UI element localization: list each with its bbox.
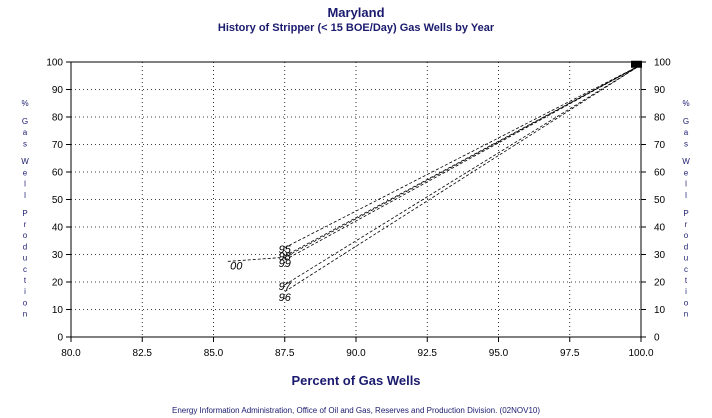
series-line: [284, 64, 642, 261]
y-tick-label-right: 50: [654, 195, 666, 206]
y-axis-title-letter: d: [23, 242, 27, 251]
x-tick-label: 87.5: [275, 348, 295, 359]
y-axis-title-letter: c: [23, 265, 27, 274]
x-tick-label: 95.0: [489, 348, 509, 359]
y-axis-title-letter: u: [23, 254, 27, 263]
x-tick-label: 80.0: [61, 348, 81, 359]
y-axis-title-letter: W: [682, 157, 690, 166]
x-tick-label: 100.0: [628, 348, 653, 359]
footer-credit: Energy Information Administration, Offic…: [172, 406, 540, 415]
axis-ticks: 80.0 82.5 85.0 87.5 90.0 92.5 95.0 97.5 100.00 01…: [46, 58, 671, 360]
x-tick-label: 82.5: [133, 348, 153, 359]
y-tick-label-left: 90: [52, 85, 64, 96]
series-line: [284, 64, 642, 257]
y-tick-label-left: 60: [52, 168, 64, 179]
y-axis-title-letter: %: [21, 99, 28, 108]
endpoint-markers: [631, 60, 642, 68]
x-axis-title: Percent of Gas Wells: [291, 373, 420, 388]
y-axis-title-letter: r: [685, 220, 688, 229]
y-axis-title-letter: n: [684, 310, 688, 319]
y-tick-label-left: 50: [52, 195, 64, 206]
y-tick-label-right: 30: [654, 250, 666, 261]
y-tick-label-left: 20: [52, 278, 64, 289]
y-axis-title-letter: l: [24, 180, 26, 189]
y-axis-title-letter: e: [684, 168, 689, 177]
y-axis-title-letter: t: [685, 276, 688, 285]
y-axis-title-letter: a: [23, 128, 28, 137]
y-tick-label-right: 0: [654, 333, 660, 344]
y-tick-label-right: 60: [654, 168, 666, 179]
point-label: 99: [279, 258, 291, 270]
y-axis-title-letter: o: [23, 231, 28, 240]
point-label: 95: [279, 244, 292, 256]
y-axis-title-letter: r: [24, 220, 27, 229]
y-tick-label-right: 70: [654, 140, 666, 151]
y-tick-label-left: 40: [52, 223, 64, 234]
y-axis-title-letter: o: [23, 298, 28, 307]
point-label: 96: [279, 292, 292, 304]
y-tick-label-right: 80: [654, 113, 666, 124]
series-line: [284, 64, 642, 286]
y-axis-title-letter: a: [684, 128, 689, 137]
chart-title: Maryland: [327, 5, 384, 20]
y-tick-label-left: 0: [57, 333, 63, 344]
series-line: [227, 64, 642, 262]
y-axis-title-letter: P: [22, 209, 27, 218]
y-tick-label-left: 10: [52, 305, 64, 316]
y-axis-title-letter: s: [684, 139, 688, 148]
y-axis-title-letter: d: [684, 242, 688, 251]
series-lines: [227, 64, 642, 292]
y-axis-title-letter: s: [23, 139, 27, 148]
x-tick-label: 90.0: [346, 348, 366, 359]
y-axis-title-letter: n: [23, 310, 27, 319]
y-axis-title-letter: P: [683, 209, 688, 218]
y-tick-label-right: 90: [654, 85, 666, 96]
y-axis-title-letter: i: [685, 287, 687, 296]
x-tick-label: 85.0: [204, 348, 224, 359]
y-axis-title-letter: c: [684, 265, 688, 274]
y-axis-title-letter: %: [682, 99, 689, 108]
y-axis-title-letter: i: [24, 287, 26, 296]
point-label: 00: [230, 261, 243, 273]
grid: [70, 61, 642, 338]
point-label: 97: [279, 281, 292, 293]
y-tick-label-left: 80: [52, 113, 64, 124]
point-label: 98: [279, 251, 292, 263]
y-tick-label-right: 100: [654, 58, 671, 69]
y-axis-title-letter: o: [684, 298, 689, 307]
y-tick-label-left: 30: [52, 250, 64, 261]
y-axis-title-letter: t: [24, 276, 27, 285]
y-axis-title-letter: W: [21, 157, 29, 166]
y-axis-title-letter: u: [684, 254, 688, 263]
x-tick-label: 97.5: [560, 348, 580, 359]
x-tick-label: 92.5: [418, 348, 438, 359]
endpoint-marker: [631, 60, 642, 68]
y-axis-title-letter: G: [22, 117, 28, 126]
y-tick-label-left: 100: [46, 58, 63, 69]
chart-subtitle: History of Stripper (< 15 BOE/Day) Gas W…: [218, 22, 495, 34]
y-axis-title-letter: l: [24, 191, 26, 200]
y-axis-title-letter: l: [685, 180, 687, 189]
y-tick-label-left: 70: [52, 140, 64, 151]
y-axis-title-letter: e: [23, 168, 28, 177]
y-axis-title-letter: o: [684, 231, 689, 240]
series-line: [284, 64, 642, 248]
y-tick-label-right: 40: [654, 223, 666, 234]
y-axis-title-letter: G: [683, 117, 689, 126]
y-tick-label-right: 20: [654, 278, 666, 289]
y-axis-title-letter: l: [685, 191, 687, 200]
y-tick-label-right: 10: [654, 305, 666, 316]
series-line: [284, 64, 642, 292]
